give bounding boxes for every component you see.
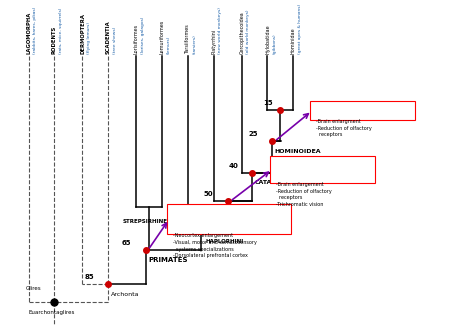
Text: DERMOPTERA: DERMOPTERA xyxy=(80,13,85,54)
Text: -Neocortex enlargement
-Visual, motor and somatosensory
  systems specialization: -Neocortex enlargement -Visual, motor an… xyxy=(173,234,257,258)
Text: (lemurs): (lemurs) xyxy=(167,36,171,54)
Text: (rats, mice, squirrels): (rats, mice, squirrels) xyxy=(59,8,63,54)
FancyBboxPatch shape xyxy=(270,156,375,183)
Text: (flying lemurs): (flying lemurs) xyxy=(87,22,91,54)
Text: PRIMATES: PRIMATES xyxy=(148,257,188,263)
Text: (rabbits, hares, pikas): (rabbits, hares, pikas) xyxy=(33,7,37,54)
Text: Lorisiformes: Lorisiformes xyxy=(134,24,139,54)
Text: (old world monkeys): (old world monkeys) xyxy=(246,10,250,54)
Text: 25: 25 xyxy=(248,131,258,137)
Text: 85: 85 xyxy=(84,274,94,280)
Text: 65: 65 xyxy=(122,240,132,246)
Text: SCADENTIA: SCADENTIA xyxy=(106,20,111,54)
Text: (lorises, galagos): (lorises, galagos) xyxy=(141,17,145,54)
Text: Platyrrhini: Platyrrhini xyxy=(211,29,216,54)
FancyBboxPatch shape xyxy=(167,204,291,234)
Text: ANTHROPOIDS: ANTHROPOIDS xyxy=(230,209,282,214)
Text: -Brain enlargement
-Reduction of olfactory
  receptors
-Trichromatic vision: -Brain enlargement -Reduction of olfacto… xyxy=(276,182,332,207)
Text: (great apes & humans): (great apes & humans) xyxy=(298,4,302,54)
Text: 40: 40 xyxy=(228,163,238,169)
Text: (tree shews): (tree shews) xyxy=(113,27,117,54)
Text: Tarsiiformes: Tarsiiformes xyxy=(185,24,191,54)
Text: LAGOMORPHA: LAGOMORPHA xyxy=(26,12,31,54)
FancyBboxPatch shape xyxy=(310,102,415,120)
Text: -Brain enlargment
-Reduction of olfactory
  receptors: -Brain enlargment -Reduction of olfactor… xyxy=(316,119,372,137)
Text: Archonta: Archonta xyxy=(110,291,139,296)
Text: HAPLORHINI: HAPLORHINI xyxy=(206,239,244,244)
Text: HOMINOIDEA: HOMINOIDEA xyxy=(274,148,321,154)
Text: (new world monkeys): (new world monkeys) xyxy=(218,8,222,54)
Text: 50: 50 xyxy=(204,191,214,197)
Text: Cercopithecoidea: Cercopithecoidea xyxy=(239,12,244,54)
Text: Hominidae: Hominidae xyxy=(291,28,296,54)
Text: STREPSIRHINES: STREPSIRHINES xyxy=(122,219,171,224)
Text: (gibbons): (gibbons) xyxy=(272,34,276,54)
Text: RODENTS: RODENTS xyxy=(52,26,57,54)
Text: Hylobatidae: Hylobatidae xyxy=(265,25,270,54)
Text: 15: 15 xyxy=(264,100,273,106)
Text: Euarchontaglires: Euarchontaglires xyxy=(29,310,75,315)
Text: (tarsiers): (tarsiers) xyxy=(192,35,197,54)
Text: Glires: Glires xyxy=(26,286,42,291)
Text: CATARRHINI: CATARRHINI xyxy=(255,180,297,185)
Text: Lemuriformes: Lemuriformes xyxy=(160,20,164,54)
